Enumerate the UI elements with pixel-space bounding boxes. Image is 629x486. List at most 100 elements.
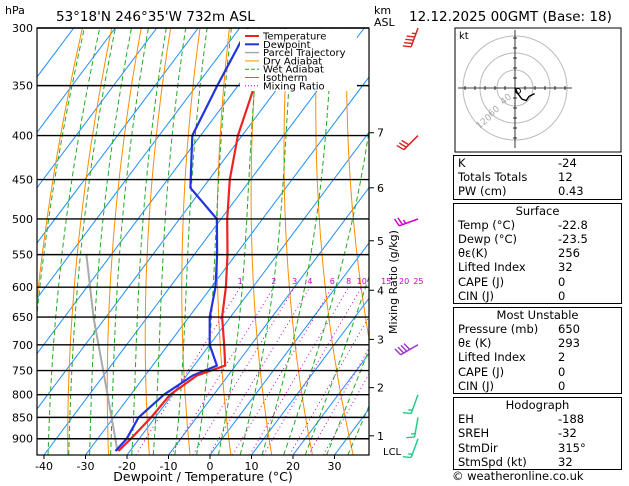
stats-value: -188 (558, 412, 585, 427)
wet-adiabat-line (89, 28, 132, 455)
legend-label: Parcel Trajectory (263, 48, 346, 59)
wind-barb-flag (398, 142, 407, 148)
dry-adiabat-line (377, 28, 435, 455)
stats-label: CAPE (J) (458, 274, 505, 289)
wind-barb-flag (406, 35, 415, 38)
pressure-tick-label: 900 (12, 433, 33, 446)
height-km-label: 2 (377, 382, 384, 395)
parcel-trajectory-line (85, 254, 119, 452)
wet-adiabat-line (152, 28, 187, 455)
wet-adiabat-line (68, 28, 116, 455)
hodograph-trace (514, 87, 535, 102)
height-km-label: 3 (377, 333, 384, 346)
mixing-ratio-label: 2 (271, 277, 276, 286)
wet-adiabat-line (110, 28, 149, 455)
stats-row: PW (cm) 0.43 (454, 184, 621, 198)
pressure-tick-label: 300 (12, 22, 33, 35)
wind-barb-flag (394, 218, 400, 227)
height-km-label: 1 (377, 430, 384, 443)
legend-label: Wet Adiabat (263, 65, 324, 76)
mixing-ratio-label: 4 (307, 277, 312, 286)
temperature-tick-label: 0 (207, 460, 214, 473)
stats-value: 650 (558, 322, 580, 337)
stats-row: Lifted Index 2 (454, 350, 621, 364)
height-unit-label: km (374, 4, 391, 17)
stats-value: 0 (558, 364, 566, 379)
wind-barb-flag (404, 41, 413, 45)
isotherm-line (251, 297, 369, 455)
stats-label: K (458, 156, 466, 170)
stats-label: Lifted Index (458, 260, 526, 275)
wet-adiabat-line (217, 28, 261, 455)
dry-adiabat-line (250, 28, 273, 455)
stats-row: Totals Totals 12 (454, 170, 621, 184)
legend-label: Mixing Ratio (263, 81, 325, 92)
mixing-ratio-label: 10 (357, 277, 367, 286)
wet-adiabat-line (347, 404, 369, 455)
hodograph-frame (454, 27, 622, 153)
temperature-tick-label: -30 (77, 460, 95, 473)
isotherm-line (37, 28, 324, 410)
mixing-ratio-label: 3 (292, 277, 297, 286)
stats-row: SREH -32 (454, 426, 621, 440)
isotherm-line (292, 352, 369, 455)
stats-value: 0.43 (558, 184, 584, 199)
pressure-tick-label: 600 (12, 281, 33, 294)
wet-adiabat-line (326, 348, 369, 455)
stats-label: PW (cm) (458, 184, 507, 199)
stats-row: CAPE (J) 0 (454, 275, 621, 289)
mixing-ratio-label: 20 (399, 277, 409, 286)
mixing-ratio-line (192, 286, 296, 455)
temperature-tick-label: -20 (118, 460, 136, 473)
isotherm-line (37, 28, 158, 189)
pressure-tick-label: 400 (12, 130, 33, 143)
stats-section-title: Hodograph (505, 398, 570, 412)
wind-barb-flag (403, 343, 411, 351)
isotherm-line (37, 28, 199, 244)
pressure-tick-label: 550 (12, 249, 33, 262)
mixing-ratio-label: 15 (381, 277, 391, 286)
legend-label: Temperature (262, 32, 326, 43)
isotherm-line (168, 186, 369, 455)
stats-section-title: Surface (515, 203, 560, 218)
pressure-tick-label: 800 (12, 389, 33, 402)
stats-row: CIN (J) 0 (454, 289, 621, 303)
stats-value: 0 (558, 274, 566, 289)
stats-row: θε(K) 256 (454, 246, 621, 260)
stats-label: SREH (458, 426, 490, 441)
stats-value: 32 (558, 260, 573, 275)
isotherm-line (37, 28, 116, 134)
stats-value: 0 (558, 378, 566, 393)
dry-adiabat-line (315, 28, 354, 455)
stats-label: Lifted Index (458, 350, 526, 365)
pressure-tick-label: 650 (12, 311, 33, 324)
mixing-ratio-line (208, 286, 311, 455)
wet-adiabat-line (304, 275, 369, 455)
stats-value: 315° (558, 440, 586, 455)
stats-label: Totals Totals (458, 170, 528, 185)
stats-label: θε(K) (458, 246, 488, 261)
temperature-tick-label: 10 (245, 460, 259, 473)
pressure-tick-label: 750 (12, 365, 33, 378)
pressure-tick-label: 350 (12, 80, 33, 93)
wind-barb-flag (402, 455, 412, 459)
stats-label: CIN (J) (458, 288, 495, 303)
mixing-ratio-label: 6 (330, 277, 335, 286)
lcl-label: LCL (383, 447, 402, 458)
basic-indices: K -24 Totals Totals 12 PW (cm) 0.43 (453, 155, 622, 200)
hodograph-stats-box: Hodograph EH -188 SREH -32 StmDir 315° StmSpd (… (453, 397, 622, 470)
pressure-tick-label: 500 (12, 213, 33, 226)
dry-adiabat-line (37, 28, 83, 305)
stats-row: EH -188 (454, 412, 621, 426)
legend-box (240, 29, 357, 91)
wind-barb-flag (397, 346, 405, 354)
wind-barb-flag (406, 436, 415, 439)
wind-barb-flag (397, 217, 404, 226)
stats-row: StmDir 315° (454, 441, 621, 455)
stats-label: CAPE (J) (458, 364, 505, 379)
wind-barbs (394, 27, 419, 459)
pressure-tick-label: 700 (12, 339, 33, 352)
